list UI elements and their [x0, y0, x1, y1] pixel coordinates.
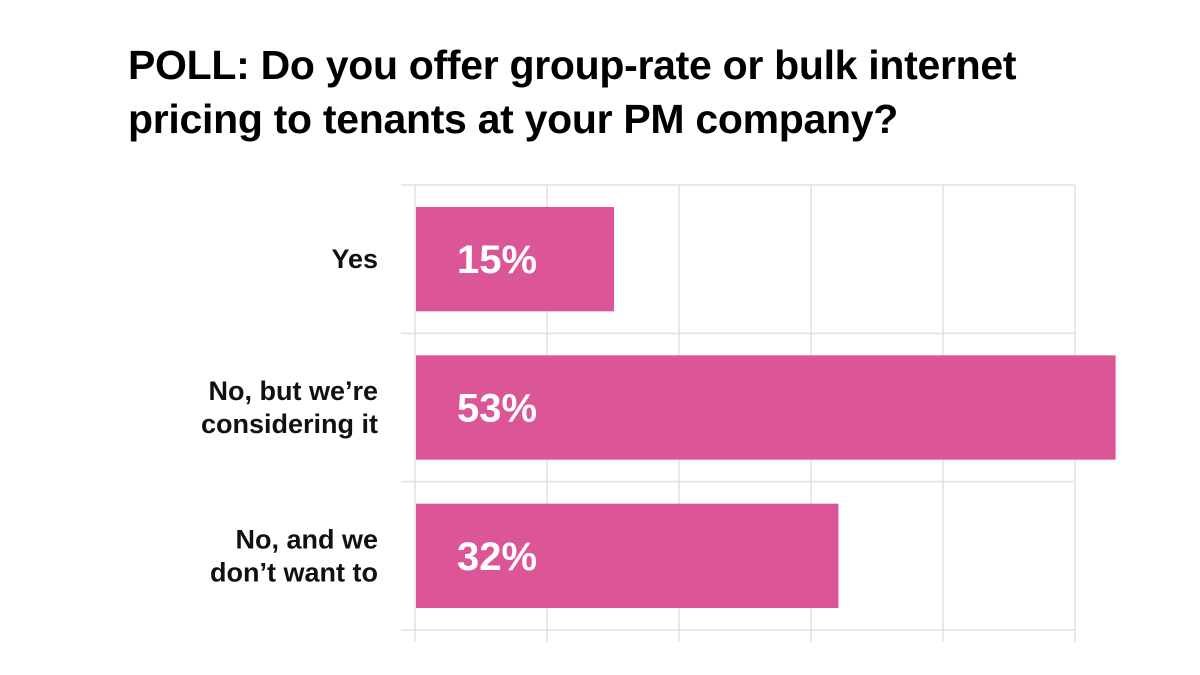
category-label: No, but we’re considering it [201, 376, 378, 439]
category-label-line: No, but we’re [208, 376, 378, 406]
label-layer: 15% Yes 53% No, but we’re considering it 32% N… [201, 238, 537, 587]
category-label-line: Yes [331, 244, 378, 274]
category-label: Yes [331, 244, 378, 274]
category-label-line: don’t want to [210, 557, 378, 587]
chart-title: POLL: Do you offer group-rate or bulk in… [128, 42, 1017, 142]
bar [416, 503, 839, 608]
bar-value-label: 53% [457, 387, 537, 431]
category-label-line: considering it [201, 409, 378, 439]
bar-layer [416, 207, 1116, 608]
bar [416, 355, 1116, 460]
bar-value-label: 32% [457, 535, 537, 579]
category-label-line: No, and we [235, 524, 378, 554]
bar-value-label: 15% [457, 238, 537, 282]
bar [416, 207, 614, 312]
category-label: No, and we don’t want to [210, 524, 378, 587]
